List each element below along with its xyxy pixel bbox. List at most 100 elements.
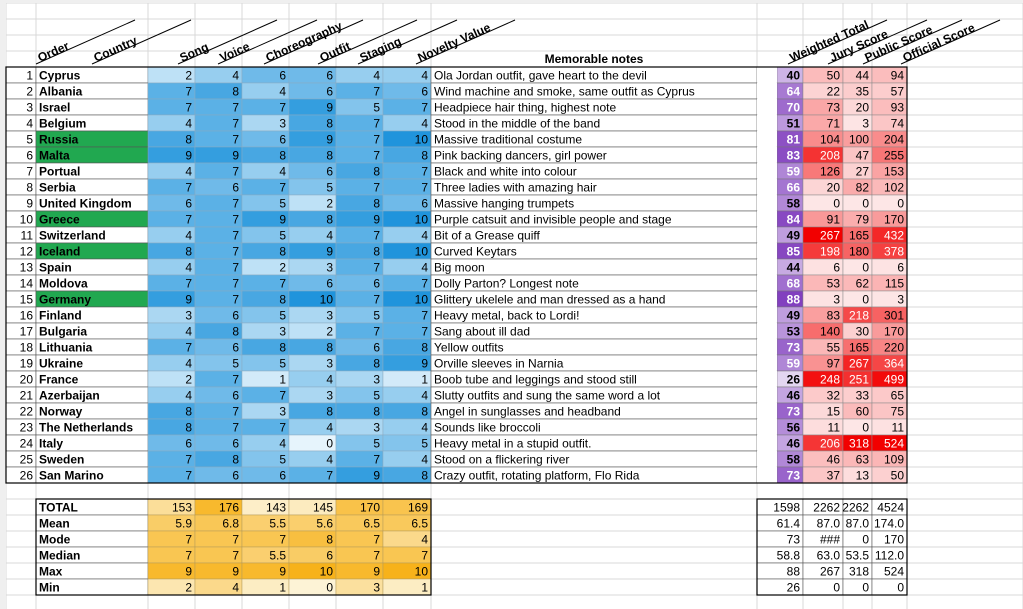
weighted-gap xyxy=(757,99,777,115)
weighted-total: 88 xyxy=(787,293,801,307)
order-number: 23 xyxy=(20,421,34,435)
novelty-score: 8 xyxy=(421,149,428,163)
order-number: 6 xyxy=(26,149,33,163)
memorable-note: Crazy outfit, rotating platform, Flo Rid… xyxy=(434,469,640,483)
voice-score: 6 xyxy=(232,437,239,451)
table-row[interactable] xyxy=(5,66,908,84)
column-header-strip xyxy=(0,0,1023,3)
voice-stat: 4 xyxy=(232,581,239,595)
weighted-total: 73 xyxy=(787,341,801,355)
weighted-gap xyxy=(757,163,777,179)
table-row[interactable] xyxy=(5,402,908,420)
song-stat: 153 xyxy=(172,501,192,515)
official-score: 94 xyxy=(891,69,905,83)
jury-stat: 0 xyxy=(833,581,840,595)
table-row[interactable] xyxy=(5,242,908,260)
table-row[interactable] xyxy=(5,450,908,468)
voice-score: 7 xyxy=(232,117,239,131)
table-row[interactable] xyxy=(5,338,908,356)
choreo-stat: 7 xyxy=(279,533,286,547)
order-number: 19 xyxy=(20,357,34,371)
choreo-score: 7 xyxy=(279,389,286,403)
table-row[interactable] xyxy=(5,178,908,196)
order-number: 8 xyxy=(26,181,33,195)
public-score: 180 xyxy=(849,245,869,259)
stats-row[interactable] xyxy=(35,578,908,596)
table-row[interactable] xyxy=(5,434,908,452)
memorable-note: Massive traditional costume xyxy=(434,133,582,147)
table-row[interactable] xyxy=(5,306,908,324)
official-score: 255 xyxy=(884,149,904,163)
jury-score: 140 xyxy=(820,325,840,339)
stats-row[interactable] xyxy=(35,562,908,580)
weighted-total: 53 xyxy=(787,325,801,339)
official-stat: 170 xyxy=(884,533,904,547)
weighted-gap xyxy=(757,131,777,147)
stats-label: Mode xyxy=(39,533,71,547)
weighted-gap xyxy=(757,323,777,339)
jury-score: 37 xyxy=(827,469,841,483)
table-row[interactable] xyxy=(5,290,908,308)
public-score: 35 xyxy=(856,85,870,99)
country-name: Lithuania xyxy=(39,341,93,355)
table-row[interactable] xyxy=(5,226,908,244)
song-score: 3 xyxy=(185,309,192,323)
outfit-score: 9 xyxy=(326,245,333,259)
weighted-total: 59 xyxy=(787,357,801,371)
memorable-note: Massive hanging trumpets xyxy=(434,197,574,211)
table-row[interactable] xyxy=(5,114,908,132)
country-name: Norway xyxy=(39,405,83,419)
table-row[interactable] xyxy=(5,466,908,484)
staging-score: 9 xyxy=(373,469,380,483)
weighted-stat: 73 xyxy=(787,533,801,547)
outfit-score: 9 xyxy=(326,133,333,147)
song-stat: 7 xyxy=(185,533,192,547)
stats-row[interactable] xyxy=(35,530,908,548)
table-row[interactable] xyxy=(5,418,908,436)
outfit-stat: 6 xyxy=(326,549,333,563)
stats-row[interactable] xyxy=(35,546,908,564)
header-memorable-notes: Memorable notes xyxy=(545,52,644,66)
memorable-note: Purple catsuit and invisible people and … xyxy=(434,213,672,227)
country-name: France xyxy=(39,373,79,387)
weighted-gap xyxy=(757,307,777,323)
public-score: 165 xyxy=(849,341,869,355)
choreo-score: 3 xyxy=(279,325,286,339)
outfit-score: 8 xyxy=(326,405,333,419)
table-row[interactable] xyxy=(5,210,908,228)
header-diagonal-border xyxy=(415,19,516,65)
choreo-stat: 5.5 xyxy=(269,517,286,531)
voice-score: 7 xyxy=(232,197,239,211)
table-row[interactable] xyxy=(5,386,908,404)
jury-score: 104 xyxy=(820,133,840,147)
header-novelty: Novelty Value xyxy=(416,20,493,65)
choreo-score: 7 xyxy=(279,101,286,115)
header-diagonal-border xyxy=(217,19,318,65)
novelty-score: 4 xyxy=(421,389,428,403)
table-row[interactable] xyxy=(5,354,908,372)
table-row[interactable] xyxy=(5,258,908,276)
table-row[interactable] xyxy=(5,322,908,340)
weighted-total: 56 xyxy=(787,421,801,435)
data-table-border xyxy=(5,66,908,484)
public-stat: 87.0 xyxy=(846,517,870,531)
table-row[interactable] xyxy=(5,130,908,148)
country-name: Azerbaijan xyxy=(39,389,100,403)
weighted-gap xyxy=(757,115,777,131)
table-row[interactable] xyxy=(5,274,908,292)
novelty-score: 8 xyxy=(421,405,428,419)
table-row[interactable] xyxy=(5,370,908,388)
staging-score: 5 xyxy=(373,309,380,323)
novelty-score: 4 xyxy=(421,261,428,275)
weighted-gap xyxy=(757,259,777,275)
table-row[interactable] xyxy=(5,98,908,116)
song-score: 8 xyxy=(185,245,192,259)
weighted-stat: 88 xyxy=(787,565,801,579)
novelty-score: 8 xyxy=(421,341,428,355)
outfit-score: 3 xyxy=(326,357,333,371)
stats-row[interactable] xyxy=(35,498,908,516)
memorable-note: Stood on a flickering river xyxy=(434,453,569,467)
outfit-score: 8 xyxy=(326,117,333,131)
staging-score: 5 xyxy=(373,389,380,403)
